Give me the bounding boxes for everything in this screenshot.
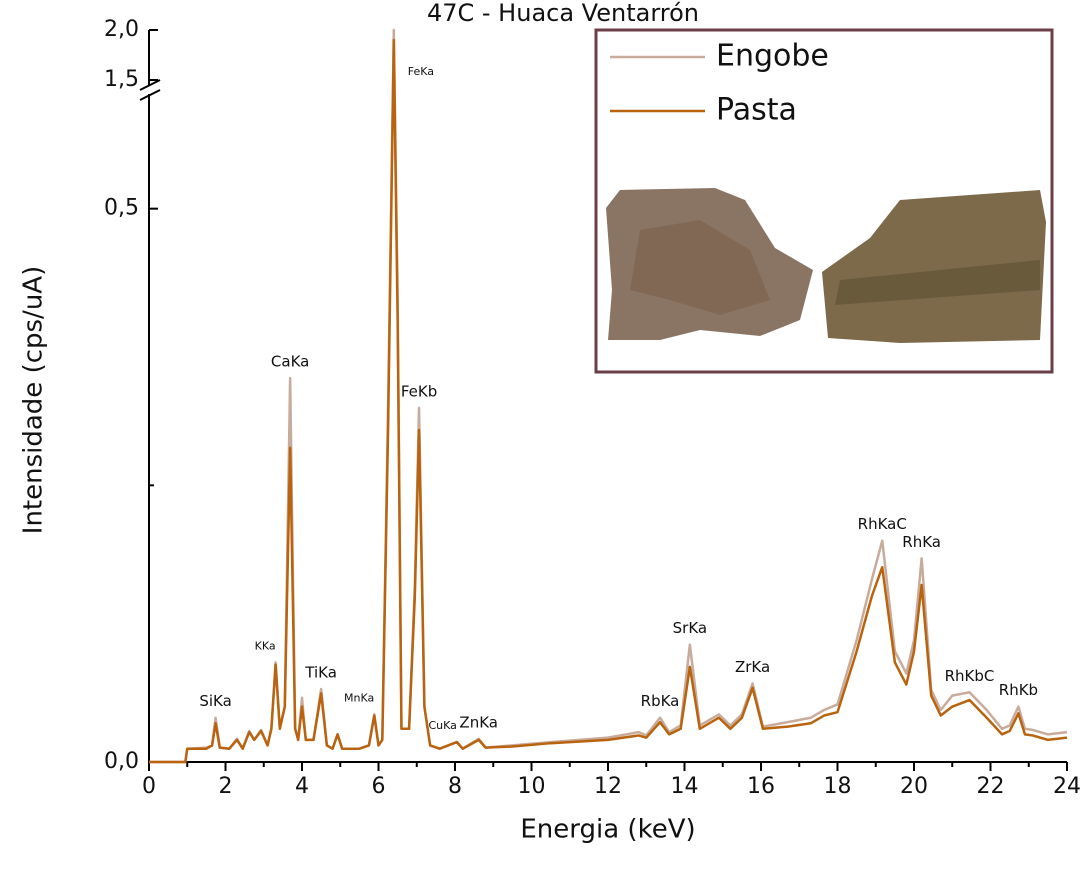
x-tick-label: 18 xyxy=(824,774,852,799)
peak-label: SiKa xyxy=(199,692,231,710)
peak-label: RhKb xyxy=(999,681,1038,699)
y-tick-label: 0,5 xyxy=(104,196,139,221)
peak-label: FeKb xyxy=(401,382,437,400)
legend-label: Pasta xyxy=(716,93,797,128)
y-tick-label: 0,0 xyxy=(104,749,139,774)
spectrum-line xyxy=(149,38,1068,764)
peak-label: ZnKa xyxy=(459,713,498,731)
x-tick-label: 2 xyxy=(219,774,233,799)
x-tick-label: 22 xyxy=(977,774,1005,799)
y-tick-label: 1,5 xyxy=(104,67,139,92)
x-tick-label: 24 xyxy=(1053,774,1081,799)
legend: Engobe Pasta xyxy=(594,28,1054,374)
shard-right xyxy=(822,190,1046,343)
legend-label: Engobe xyxy=(716,39,829,74)
peak-label: KKa xyxy=(255,639,276,652)
peak-label: RhKaC xyxy=(858,515,907,533)
x-tick-label: 10 xyxy=(518,774,546,799)
peak-label: CuKa xyxy=(428,719,456,732)
peak-label: SrKa xyxy=(673,619,707,637)
x-axis-label: Energia (keV) xyxy=(520,815,695,845)
x-tick-label: 4 xyxy=(295,774,309,799)
shard-right-band xyxy=(835,260,1040,305)
axis-break-mark xyxy=(139,79,161,91)
peak-label: RhKbC xyxy=(945,667,995,685)
peak-label: TiKa xyxy=(304,663,337,681)
peak-label: FeKa xyxy=(408,65,434,78)
x-tick-label: 20 xyxy=(900,774,928,799)
x-tick-label: 0 xyxy=(142,774,156,799)
shard-left-patch xyxy=(630,220,770,315)
x-tick-label: 6 xyxy=(372,774,386,799)
x-tick-label: 8 xyxy=(448,774,462,799)
peak-label: ZrKa xyxy=(735,658,770,676)
peak-label: RhKa xyxy=(902,533,941,551)
chart-title: 47C - Huaca Ventarrón xyxy=(427,0,699,27)
x-tick-label: 12 xyxy=(594,774,622,799)
y-tick-label: 2,0 xyxy=(104,17,139,42)
y-axis-label: Intensidade (cps/uA) xyxy=(19,266,49,534)
x-tick-label: 14 xyxy=(671,774,699,799)
sample-photo xyxy=(606,188,1046,343)
peak-label: MnKa xyxy=(344,691,374,704)
axis-break-mark xyxy=(139,89,161,101)
x-tick-label: 16 xyxy=(747,774,775,799)
peak-label: RbKa xyxy=(641,692,680,710)
peak-label: CaKa xyxy=(271,352,309,370)
